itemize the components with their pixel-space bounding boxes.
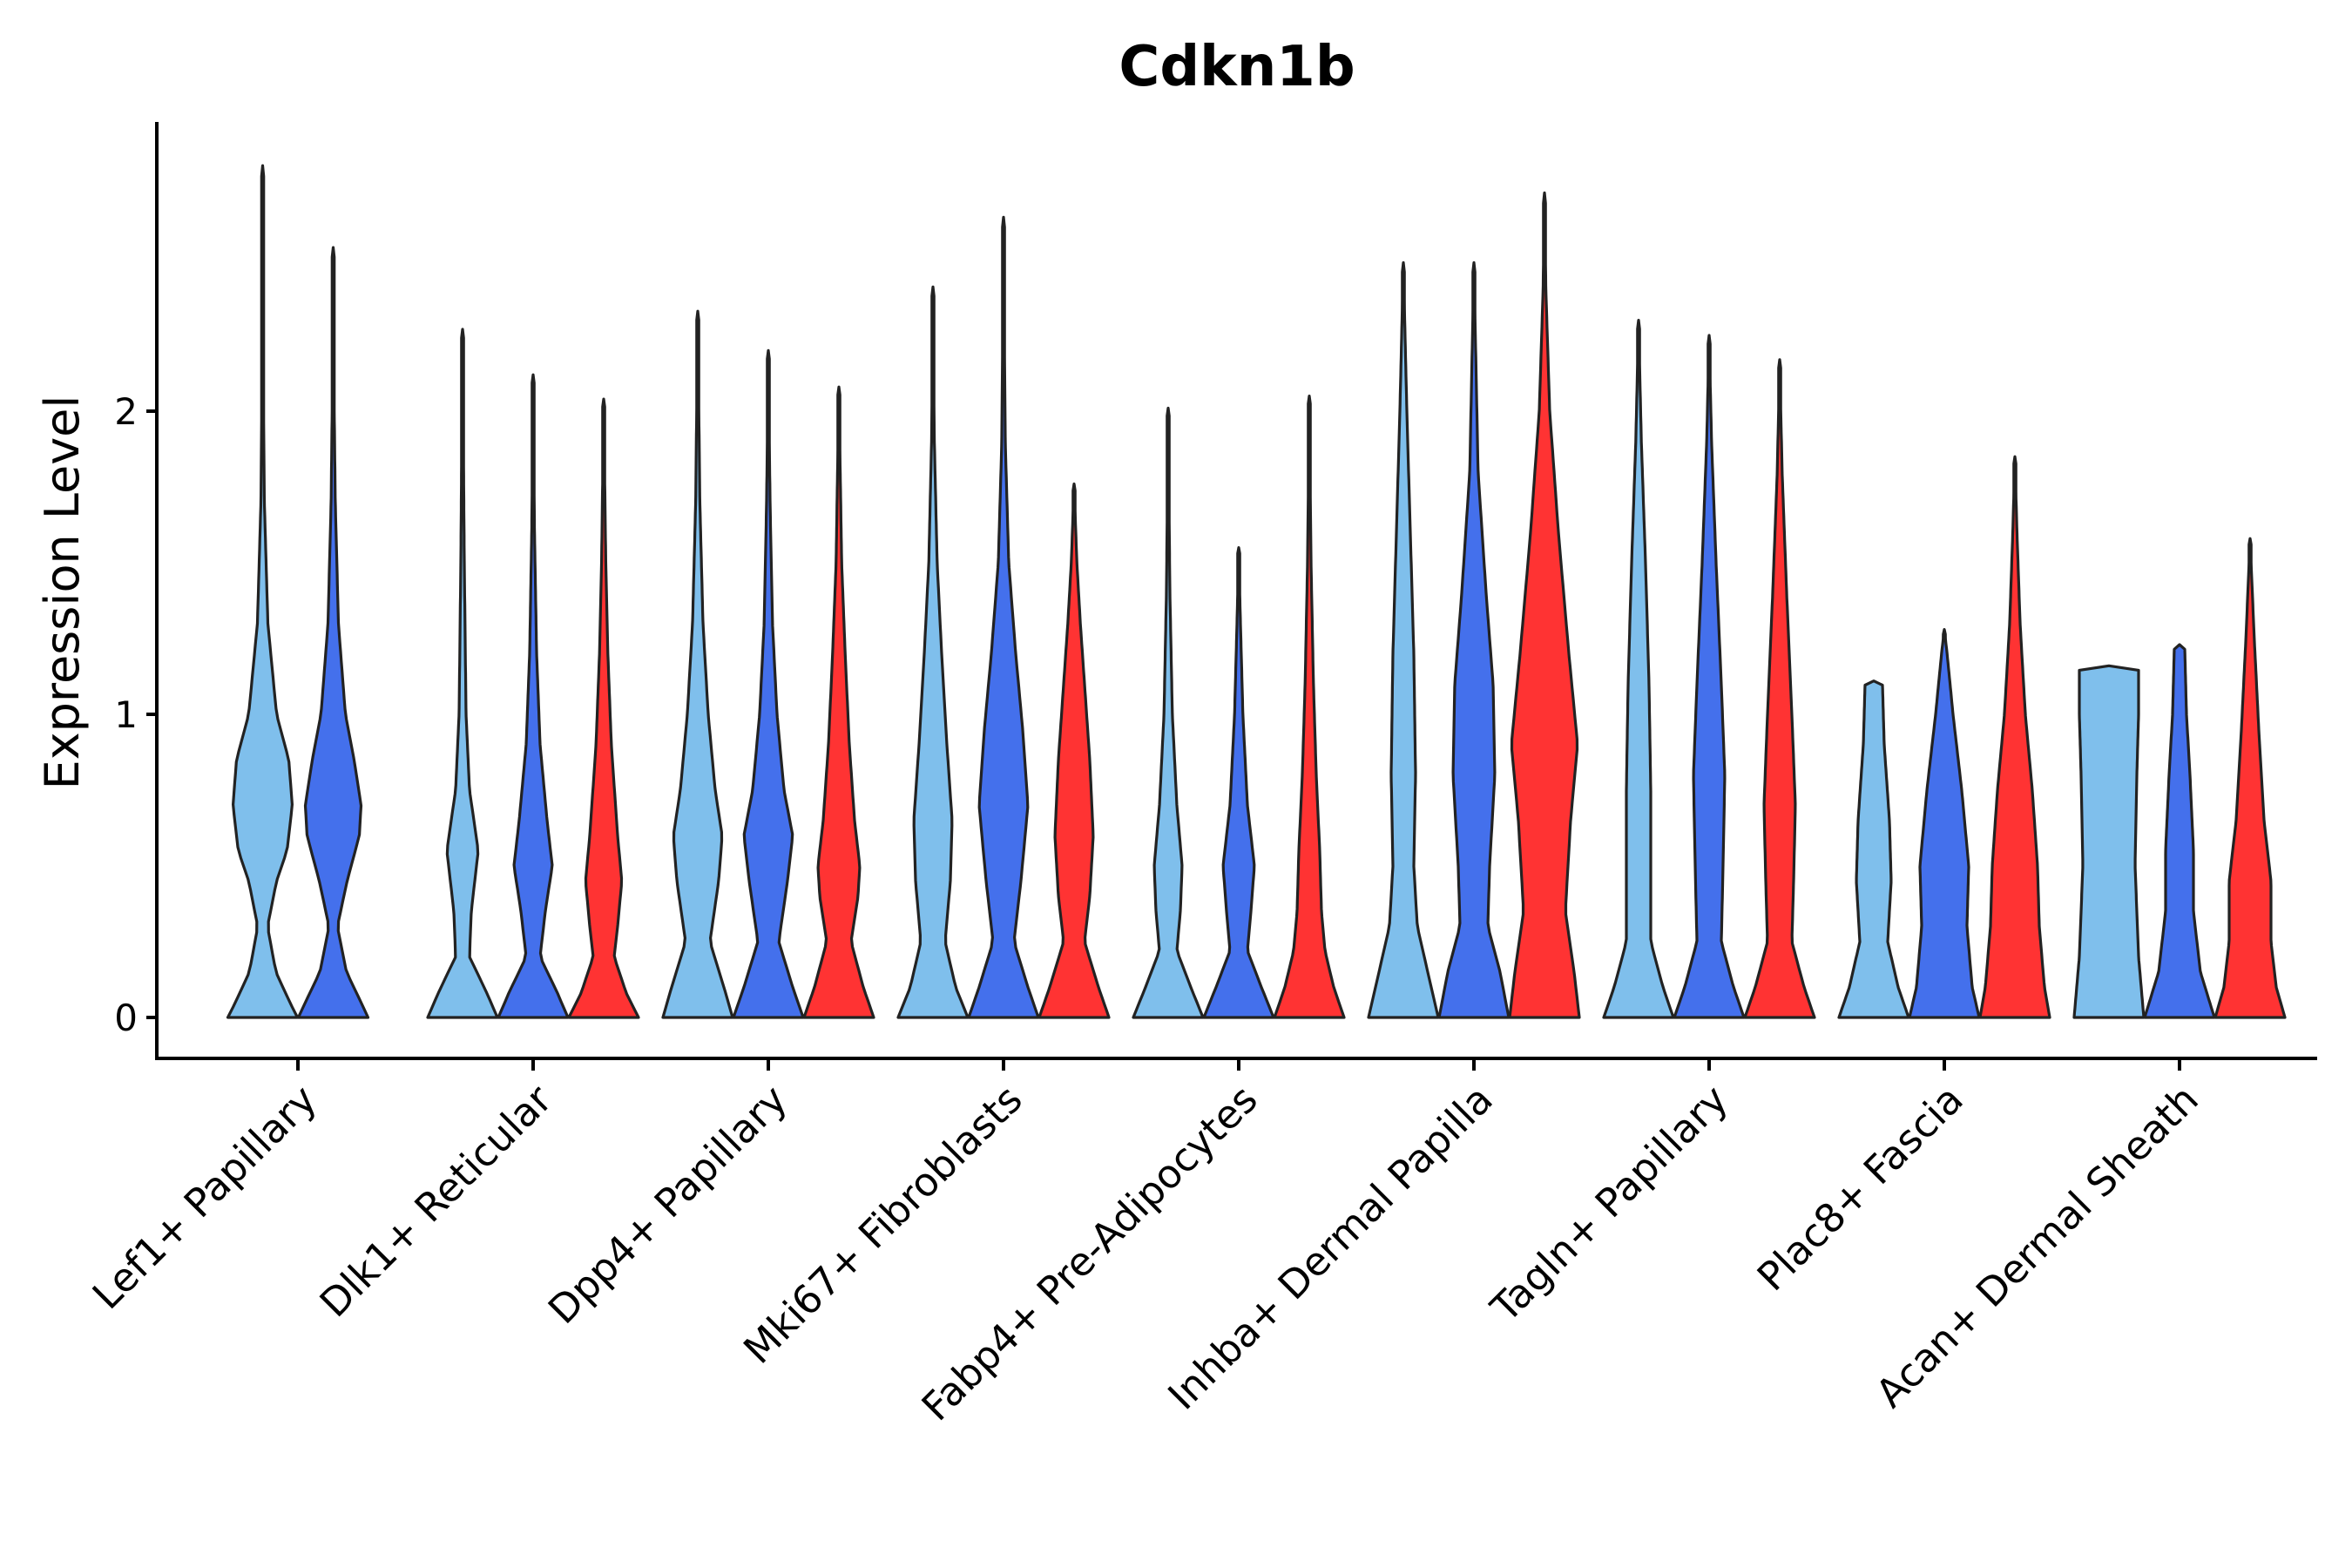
y-axis-label: Expression Level	[35, 395, 90, 790]
violins-layer	[228, 166, 2286, 1017]
violin-3-group2	[733, 350, 803, 1017]
y-tick-label: 2	[114, 390, 138, 433]
y-ticks: 0 1 2	[114, 390, 157, 1039]
violin-7-group1	[1604, 321, 1673, 1017]
violin-9-group2	[2145, 645, 2214, 1017]
violin-6-group3	[1510, 193, 1579, 1017]
violin-5-group3	[1274, 396, 1344, 1017]
violin-9-group1	[2074, 666, 2144, 1017]
chart-title: Cdkn1b	[1119, 35, 1355, 99]
violin-8-group2	[1909, 630, 1979, 1017]
x-tick-label: Dlk1+ Reticular	[311, 1076, 561, 1326]
violin-2-group2	[498, 375, 568, 1017]
violin-4-group3	[1039, 484, 1109, 1018]
violin-2-group1	[428, 329, 497, 1017]
violin-8-group1	[1839, 681, 1909, 1017]
x-tick-label: Lef1+ Papillary	[84, 1076, 326, 1318]
violin-3-group1	[663, 311, 733, 1017]
x-tick-label: Tagln+ Papillary	[1482, 1076, 1737, 1331]
violin-5-group1	[1133, 409, 1203, 1018]
y-tick-label: 0	[114, 997, 138, 1039]
violin-9-group3	[2215, 538, 2285, 1017]
x-tick-label: Dpp4+ Papillary	[539, 1076, 796, 1333]
violin-6-group1	[1369, 263, 1438, 1018]
violin-6-group2	[1439, 263, 1509, 1018]
violin-4-group1	[898, 287, 968, 1017]
x-tick-label: Plac8+ Fascia	[1748, 1076, 1972, 1300]
violin-5-group2	[1204, 548, 1274, 1017]
violin-3-group3	[804, 387, 874, 1017]
y-tick-label: 1	[114, 693, 138, 736]
violin-chart: Cdkn1b Expression Level 0 1 2 Lef1+ Papill…	[0, 0, 2352, 1568]
violin-1-group2	[299, 247, 368, 1017]
violin-4-group2	[969, 217, 1038, 1017]
violin-8-group3	[1980, 456, 2050, 1017]
violin-7-group2	[1674, 335, 1744, 1017]
violin-1-group1	[228, 166, 298, 1017]
violin-7-group3	[1745, 360, 1815, 1017]
violin-2-group3	[569, 399, 639, 1017]
